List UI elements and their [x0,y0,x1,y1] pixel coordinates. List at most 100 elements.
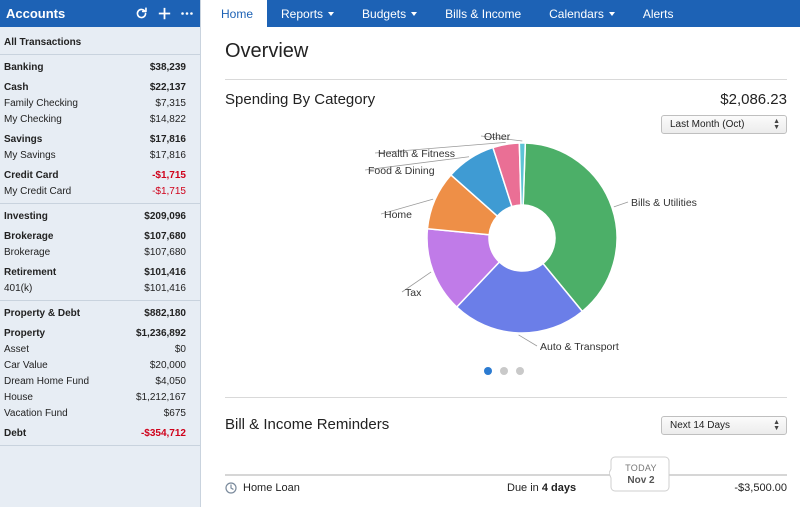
account-row[interactable]: Banking $38,239 [0,59,200,75]
slice-leader-line [380,198,434,215]
donut-slice[interactable] [455,260,584,334]
slice-label: Other [484,131,511,143]
tab-bills-income[interactable]: Bills & Income [431,0,535,27]
account-row[interactable]: My Checking $14,822 [0,111,200,127]
donut-slice[interactable] [518,142,527,206]
tab-alerts[interactable]: Alerts [629,0,688,27]
account-balance: $107,680 [144,230,186,242]
account-balance: $7,315 [155,97,186,109]
account-row[interactable]: Brokerage $107,680 [0,244,200,260]
account-name: 401(k) [4,282,33,294]
slice-label: Home [384,209,412,221]
account-balance: $17,816 [149,133,186,145]
tab-home[interactable]: Home [207,0,268,27]
account-row[interactable]: Property & Debt $882,180 [0,305,200,321]
account-name: Investing [4,210,48,222]
slice-label: Tax [405,287,422,299]
account-name: Debt [4,427,27,439]
pager-dot[interactable] [484,367,492,375]
account-row[interactable]: 401(k) $101,416 [0,280,200,296]
account-balance: -$1,715 [152,169,186,181]
sidebar-header: Accounts [0,0,200,27]
account-row[interactable]: Cash $22,137 [0,79,200,95]
tab-reports[interactable]: Reports [267,0,348,27]
account-balance: $1,236,892 [135,327,186,339]
account-row[interactable]: My Credit Card -$1,715 [0,183,200,199]
account-row[interactable]: My Savings $17,816 [0,147,200,163]
pager-dot[interactable] [516,367,524,375]
chart-pager [484,367,524,375]
slice-leader-line [401,271,432,293]
account-name: My Credit Card [4,185,72,197]
today-label: TODAY [625,463,657,473]
account-name: Vacation Fund [4,407,68,419]
spending-title: Spending By Category [225,91,376,108]
account-row[interactable]: House $1,212,167 [0,389,200,405]
all-transactions-link[interactable]: All Transactions [0,27,200,55]
account-balance: $17,816 [149,149,186,161]
account-row[interactable]: Dream Home Fund $4,050 [0,373,200,389]
account-row[interactable]: Credit Card -$1,715 [0,167,200,183]
caret-down-icon [328,12,335,16]
spending-period-select[interactable]: Last Month (Oct) ▲ ▼ [661,115,787,134]
divider [225,79,787,80]
account-balance: -$1,715 [152,185,186,197]
account-name: House [4,391,33,403]
slice-label: Bills & Utilities [631,197,697,209]
account-row[interactable]: Asset $0 [0,341,200,357]
account-balance: $14,822 [149,113,186,125]
account-name: Credit Card [4,169,59,181]
top-navigation: Home Reports Budgets Bills & Income Cale… [207,0,800,27]
reminders-period-select[interactable]: Next 14 Days ▲ ▼ [661,416,787,435]
caret-down-icon [608,12,615,16]
clock-icon [225,482,237,494]
account-row[interactable]: Retirement $101,416 [0,264,200,280]
reminder-due-prefix: Due in [507,482,542,494]
account-row[interactable]: Vacation Fund $675 [0,405,200,421]
slice-leader-line [364,156,470,171]
account-balance: $101,416 [144,282,186,294]
account-group: Property & Debt $882,180 Property $1,236,89… [0,301,200,446]
reminder-amount: -$3,500.00 [734,482,787,494]
select-arrows-icon: ▲ ▼ [773,418,780,432]
account-name: My Savings [4,149,56,161]
account-name: Brokerage [4,230,54,242]
reminders-title: Bill & Income Reminders [225,416,390,433]
tab-reports-label: Reports [281,6,324,21]
account-row[interactable]: Investing $209,096 [0,208,200,224]
account-name: Asset [4,343,30,355]
account-row[interactable]: Debt -$354,712 [0,425,200,441]
slice-label: Auto & Transport [540,341,619,353]
select-arrows-icon: ▲ ▼ [773,117,780,131]
account-row[interactable]: Savings $17,816 [0,131,200,147]
account-balance: -$354,712 [140,427,186,439]
account-row[interactable]: Brokerage $107,680 [0,228,200,244]
tab-calendars[interactable]: Calendars [535,0,629,27]
account-row[interactable]: Family Checking $7,315 [0,95,200,111]
account-balance: $882,180 [144,307,186,319]
reminder-row[interactable]: Home Loan Due in 4 days -$3,500.00 [225,478,787,498]
account-row[interactable]: Property $1,236,892 [0,325,200,341]
reminders-period-value: Next 14 Days [670,420,731,431]
account-balance: $4,050 [155,375,186,387]
account-name: Car Value [4,359,48,371]
page-title: Overview [225,40,309,62]
tab-alerts-label: Alerts [642,6,674,21]
account-balance: $1,212,167 [135,391,186,403]
account-name: Retirement [4,266,57,278]
donut-slice[interactable] [522,142,618,313]
more-options-icon[interactable] [180,7,194,21]
tab-budgets[interactable]: Budgets [348,0,431,27]
spending-header: Spending By Category $2,086.23 [225,91,787,108]
pager-dot[interactable] [500,367,508,375]
account-row[interactable]: Car Value $20,000 [0,357,200,373]
add-account-icon[interactable] [157,7,171,21]
slice-label: Health & Fitness [378,148,455,160]
slice-leader-line [374,141,506,154]
account-balance: $107,680 [144,246,186,258]
tab-budgets-label: Budgets [362,6,407,21]
refresh-icon[interactable] [134,7,148,21]
divider [225,397,787,398]
account-name: Cash [4,81,29,93]
tab-home-label: Home [221,6,254,21]
